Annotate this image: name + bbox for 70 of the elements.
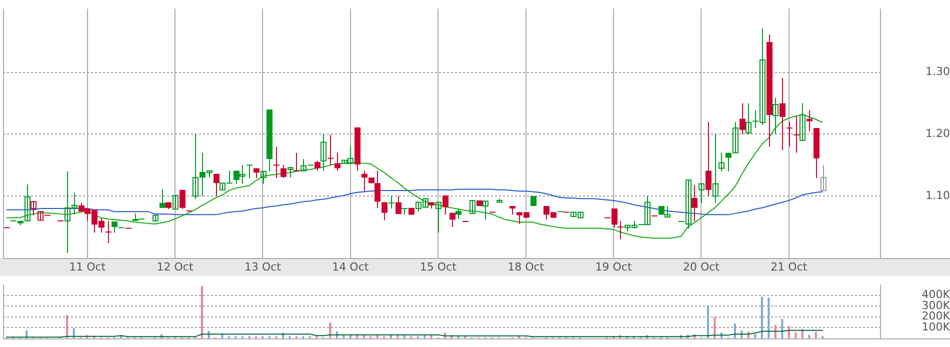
- candlestick: [105, 220, 112, 244]
- y-tick-label: 200K: [922, 310, 950, 323]
- bar: [66, 315, 68, 338]
- x-tick-label: 12 Oct: [156, 260, 194, 274]
- bar: [734, 323, 736, 338]
- bar: [201, 286, 204, 338]
- candlestick: [442, 194, 448, 216]
- candlestick: [293, 152, 300, 172]
- candlestick: [320, 134, 326, 172]
- bar: [768, 298, 770, 338]
- candlestick: [314, 160, 320, 172]
- y-tick-label: 300K: [922, 298, 950, 312]
- candlestick: [362, 170, 368, 192]
- x-tick-label: 15 Oct: [420, 260, 458, 274]
- candlestick: [482, 200, 488, 220]
- candlestick: [374, 170, 380, 208]
- candlestick: [820, 164, 826, 192]
- x-tick-label: 20 Oct: [682, 260, 720, 274]
- x-tick-label: 11 Oct: [69, 260, 106, 274]
- candlestick: [706, 121, 712, 197]
- candlestick: [300, 158, 306, 172]
- candlestick: [786, 121, 793, 148]
- candlestick: [334, 152, 340, 172]
- x-tick-label: 13 Oct: [244, 260, 282, 274]
- candlestick: [160, 188, 166, 208]
- candlestick: [780, 77, 786, 151]
- bar: [781, 318, 784, 338]
- bar: [754, 334, 756, 338]
- y-tick-label: 100K: [922, 320, 950, 334]
- candlestick: [327, 134, 334, 166]
- candlestick: [396, 196, 402, 215]
- candlestick: [772, 97, 778, 135]
- candlestick: [388, 196, 395, 209]
- candlestick: [273, 146, 280, 179]
- x-tick-label: 21 Oct: [770, 260, 808, 274]
- bar: [760, 296, 763, 338]
- candlestick: [246, 164, 253, 179]
- candlestick: [692, 184, 698, 222]
- bar: [794, 332, 797, 338]
- bar: [814, 332, 817, 338]
- y-tick-label: 1.30: [926, 65, 950, 78]
- candlestick: [260, 170, 266, 184]
- candlestick: [617, 220, 624, 240]
- y-tick-label: 1.20: [926, 127, 950, 140]
- candlestick: [793, 115, 800, 154]
- candlestick: [280, 164, 286, 179]
- candlestick: [172, 194, 178, 210]
- candlestick: [470, 200, 476, 214]
- candlestick: [214, 173, 220, 197]
- y-tick-label: 1.10: [926, 188, 950, 202]
- candlestick: [712, 134, 718, 204]
- candlestick: [718, 152, 724, 172]
- x-tick-label: 19 Oct: [595, 260, 632, 274]
- y-tick-label: 400K: [922, 288, 950, 302]
- bar: [706, 306, 709, 338]
- candlestick: [180, 189, 186, 210]
- candlestick: [30, 201, 36, 216]
- candlestick: [456, 208, 462, 220]
- candlestick: [382, 202, 388, 221]
- candlestick: [288, 167, 294, 178]
- bar: [329, 322, 332, 338]
- candlestick: [436, 202, 442, 234]
- bar: [714, 316, 716, 338]
- x-tick-label: 18 Oct: [508, 260, 545, 274]
- candlestick: [450, 212, 456, 228]
- candlestick: [740, 102, 746, 135]
- candlestick: [746, 102, 752, 135]
- candlestick: [800, 102, 806, 141]
- candlestick: [698, 183, 704, 204]
- x-tick-label: 14 Oct: [332, 260, 370, 274]
